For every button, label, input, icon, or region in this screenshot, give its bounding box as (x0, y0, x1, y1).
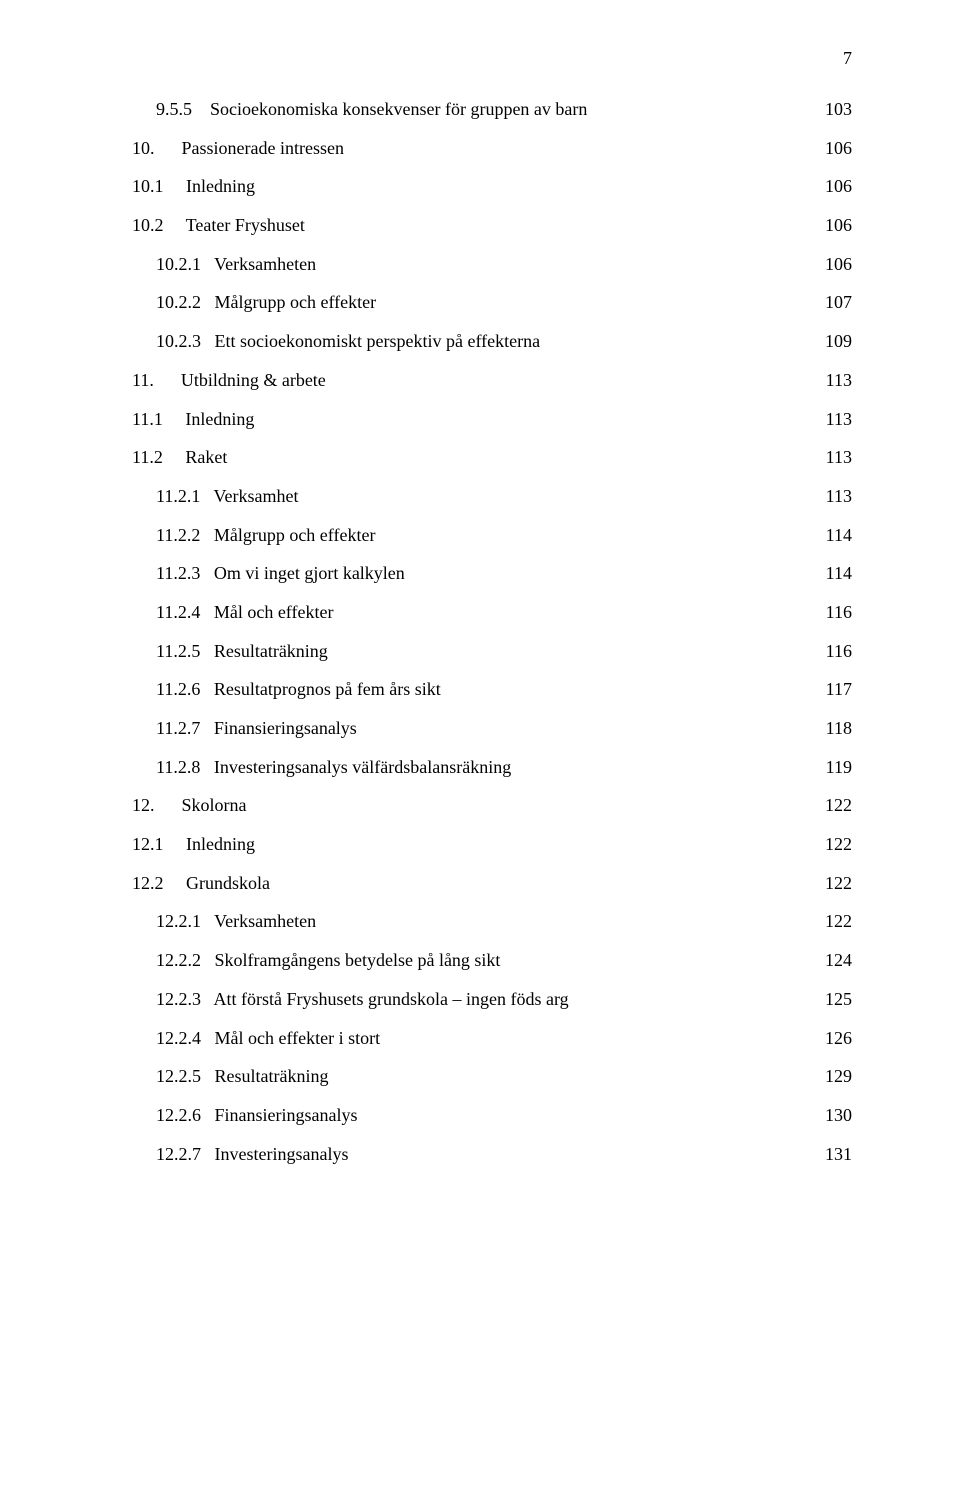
toc-entry: 11.2.8 Investeringsanalys välfärdsbalans… (108, 748, 852, 787)
toc-entry-title: 11.1 Inledning (108, 400, 806, 439)
toc-entry: 12.2.5 Resultaträkning129 (108, 1057, 852, 1096)
toc-entry: 11.1 Inledning113 (108, 400, 852, 439)
toc-entry: 10.2 Teater Fryshuset106 (108, 206, 852, 245)
toc-entry: 10.2.3 Ett socioekonomiskt perspektiv på… (108, 322, 852, 361)
toc-entry-page: 130 (805, 1096, 852, 1135)
toc-entry-page: 122 (805, 902, 852, 941)
toc-entry-title: 10.1 Inledning (108, 167, 805, 206)
toc-entry-page: 131 (805, 1135, 852, 1174)
toc-entry-title: 10. Passionerade intressen (108, 129, 805, 168)
toc-entry-page: 116 (806, 632, 852, 671)
toc-entry-title: 9.5.5 Socioekonomiska konsekvenser för g… (108, 90, 805, 129)
toc-entry-title: 12.2.7 Investeringsanalys (108, 1135, 805, 1174)
toc-entry: 10.2.2 Målgrupp och effekter107 (108, 283, 852, 322)
toc-entry-title: 10.2.1 Verksamheten (108, 245, 805, 284)
toc-entry: 12.2.1 Verksamheten122 (108, 902, 852, 941)
toc-entry-page: 126 (805, 1019, 852, 1058)
toc-entry-title: 11. Utbildning & arbete (108, 361, 806, 400)
toc-entry: 12.2.6 Finansieringsanalys130 (108, 1096, 852, 1135)
toc-entry-page: 118 (806, 709, 852, 748)
toc-entry: 12.2.3 Att förstå Fryshusets grundskola … (108, 980, 852, 1019)
toc-entry-title: 11.2.7 Finansieringsanalys (108, 709, 806, 748)
toc-entry-page: 122 (805, 825, 852, 864)
toc-entry-page: 107 (805, 283, 852, 322)
toc-entry-page: 129 (805, 1057, 852, 1096)
toc-entry-title: 11.2.1 Verksamhet (108, 477, 806, 516)
toc-entry: 12. Skolorna122 (108, 786, 852, 825)
page: 7 9.5.5 Socioekonomiska konsekvenser för… (0, 0, 960, 1505)
table-of-contents: 9.5.5 Socioekonomiska konsekvenser för g… (108, 90, 852, 1173)
toc-entry-page: 124 (805, 941, 852, 980)
toc-entry-title: 11.2 Raket (108, 438, 806, 477)
toc-entry-title: 12.2.5 Resultaträkning (108, 1057, 805, 1096)
toc-entry-page: 125 (805, 980, 852, 1019)
toc-entry-page: 106 (805, 167, 852, 206)
toc-entry: 12.1 Inledning122 (108, 825, 852, 864)
toc-entry: 12.2.4 Mål och effekter i stort126 (108, 1019, 852, 1058)
toc-entry-page: 119 (806, 748, 852, 787)
toc-entry-title: 10.2.2 Målgrupp och effekter (108, 283, 805, 322)
toc-entry: 11.2.2 Målgrupp och effekter114 (108, 516, 852, 555)
toc-entry: 11.2.3 Om vi inget gjort kalkylen114 (108, 554, 852, 593)
toc-entry: 11.2.6 Resultatprognos på fem års sikt11… (108, 670, 852, 709)
toc-entry-title: 12.2.2 Skolframgångens betydelse på lång… (108, 941, 805, 980)
toc-entry-page: 117 (806, 670, 852, 709)
toc-entry: 10.1 Inledning106 (108, 167, 852, 206)
toc-entry-title: 12.2.6 Finansieringsanalys (108, 1096, 805, 1135)
toc-entry: 11.2.1 Verksamhet113 (108, 477, 852, 516)
toc-entry: 11.2.5 Resultaträkning116 (108, 632, 852, 671)
toc-entry-title: 12.1 Inledning (108, 825, 805, 864)
toc-entry-page: 122 (805, 864, 852, 903)
toc-entry-title: 12.2.1 Verksamheten (108, 902, 805, 941)
toc-entry-page: 116 (806, 593, 852, 632)
toc-entry-title: 11.2.2 Målgrupp och effekter (108, 516, 806, 555)
toc-entry-page: 109 (805, 322, 852, 361)
toc-entry-title: 11.2.6 Resultatprognos på fem års sikt (108, 670, 806, 709)
toc-entry-title: 11.2.4 Mål och effekter (108, 593, 806, 632)
toc-entry-page: 106 (805, 245, 852, 284)
toc-entry: 10.2.1 Verksamheten106 (108, 245, 852, 284)
toc-entry-page: 113 (806, 477, 852, 516)
toc-entry: 12.2.2 Skolframgångens betydelse på lång… (108, 941, 852, 980)
toc-entry: 11.2 Raket113 (108, 438, 852, 477)
toc-entry-page: 114 (806, 554, 852, 593)
toc-entry-title: 11.2.8 Investeringsanalys välfärdsbalans… (108, 748, 806, 787)
toc-entry-page: 113 (806, 438, 852, 477)
toc-entry-title: 11.2.5 Resultaträkning (108, 632, 806, 671)
toc-entry-page: 113 (806, 400, 852, 439)
toc-entry-page: 114 (806, 516, 852, 555)
toc-entry-title: 11.2.3 Om vi inget gjort kalkylen (108, 554, 806, 593)
toc-entry: 11.2.4 Mål och effekter116 (108, 593, 852, 632)
toc-entry-page: 113 (806, 361, 852, 400)
toc-entry-title: 12.2 Grundskola (108, 864, 805, 903)
toc-entry-page: 106 (805, 206, 852, 245)
toc-entry: 11.2.7 Finansieringsanalys118 (108, 709, 852, 748)
toc-entry: 12.2 Grundskola122 (108, 864, 852, 903)
toc-entry: 12.2.7 Investeringsanalys131 (108, 1135, 852, 1174)
toc-entry-page: 122 (805, 786, 852, 825)
toc-entry-title: 12.2.4 Mål och effekter i stort (108, 1019, 805, 1058)
toc-entry-title: 10.2.3 Ett socioekonomiskt perspektiv på… (108, 322, 805, 361)
toc-entry-title: 12.2.3 Att förstå Fryshusets grundskola … (108, 980, 805, 1019)
toc-entry-title: 10.2 Teater Fryshuset (108, 206, 805, 245)
page-number: 7 (843, 48, 852, 69)
toc-entry-title: 12. Skolorna (108, 786, 805, 825)
toc-entry-page: 103 (805, 90, 852, 129)
toc-entry-page: 106 (805, 129, 852, 168)
toc-entry: 10. Passionerade intressen106 (108, 129, 852, 168)
toc-entry: 9.5.5 Socioekonomiska konsekvenser för g… (108, 90, 852, 129)
toc-entry: 11. Utbildning & arbete113 (108, 361, 852, 400)
